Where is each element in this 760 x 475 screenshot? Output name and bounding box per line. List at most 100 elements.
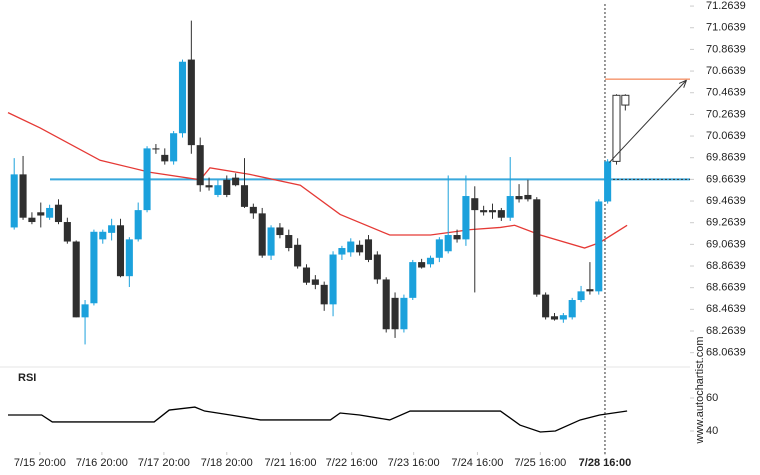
candle-body xyxy=(497,210,505,218)
candle-body xyxy=(595,201,603,292)
x-tick-label: 7/24 16:00 xyxy=(451,457,503,469)
y-tick-label: 68.4639 xyxy=(706,303,746,315)
y-tick-label: 68.2639 xyxy=(706,325,746,337)
rsi-line xyxy=(8,406,628,433)
moving-average xyxy=(7,112,628,249)
candle-body xyxy=(302,267,311,283)
y-tick-label: 69.6639 xyxy=(706,173,746,185)
candle-body xyxy=(285,235,293,249)
x-tick-label: 7/25 16:00 xyxy=(514,457,566,469)
candle-body xyxy=(550,316,559,320)
candle-body xyxy=(373,254,381,280)
x-tick-label: 7/28 16:00 xyxy=(579,457,632,469)
candle-body xyxy=(125,239,133,277)
candle-body xyxy=(391,297,399,330)
candle-body xyxy=(559,315,567,320)
x-tick-label: 7/17 20:00 xyxy=(138,457,190,469)
candle-body xyxy=(621,94,630,106)
y-tick-label: 70.8639 xyxy=(706,43,746,55)
rsi-label: RSI xyxy=(18,372,36,384)
candle-body xyxy=(116,225,125,277)
y-tick-label: 69.2639 xyxy=(706,217,746,229)
candle-body xyxy=(356,244,364,253)
candle-body xyxy=(347,241,355,253)
projection-arrow xyxy=(609,79,687,163)
candle-body xyxy=(81,304,89,318)
x-tick-label: 7/21 16:00 xyxy=(265,457,317,469)
x-tick-label: 7/22 16:00 xyxy=(326,457,378,469)
candle-body xyxy=(444,235,452,252)
candle-body xyxy=(568,300,576,318)
candle-body xyxy=(19,174,27,218)
candle-body xyxy=(462,196,470,240)
candle-body xyxy=(214,185,222,195)
candle-body xyxy=(453,235,461,240)
candle-body xyxy=(223,179,231,195)
candle-body xyxy=(196,145,204,186)
y-tick-label: 71.0639 xyxy=(706,22,746,34)
candle-body xyxy=(54,204,63,223)
y-tick-label: 69.4639 xyxy=(706,195,746,207)
candle-body xyxy=(435,239,443,258)
candle-body xyxy=(364,239,373,260)
candle-body xyxy=(311,279,319,285)
candle-body xyxy=(294,244,302,267)
candle-body xyxy=(46,207,54,218)
candle-body xyxy=(338,248,346,255)
candle-body xyxy=(426,257,435,265)
candle-body xyxy=(72,241,80,318)
candle-body xyxy=(240,185,249,207)
candle-body xyxy=(178,61,187,134)
candle-body xyxy=(320,284,328,305)
y-tick-label: 70.6639 xyxy=(706,65,746,77)
candle-body xyxy=(10,174,18,228)
x-tick-label: 7/15 20:00 xyxy=(14,457,66,469)
rsi-y-tick-label: 60 xyxy=(706,392,718,404)
arrow-head xyxy=(678,79,687,88)
watermark: www.autochartist.com xyxy=(694,337,706,445)
candle-body xyxy=(170,133,178,162)
candle-body xyxy=(471,198,479,211)
candle-body xyxy=(515,196,523,200)
y-tick-label: 71.2639 xyxy=(706,0,746,12)
candle-body xyxy=(577,291,585,301)
candle-body xyxy=(187,59,195,146)
candle-body xyxy=(542,294,550,318)
x-tick-label: 7/18 20:00 xyxy=(201,457,253,469)
candle-body xyxy=(480,210,488,213)
candle-body xyxy=(276,227,284,236)
candle-body xyxy=(604,161,612,202)
candle-body xyxy=(232,177,240,186)
y-tick-label: 69.0639 xyxy=(706,238,746,250)
candle-body xyxy=(400,297,408,330)
y-tick-label: 70.2639 xyxy=(706,108,746,120)
candle-body xyxy=(329,254,337,305)
y-tick-label: 68.8639 xyxy=(706,260,746,272)
candle-body xyxy=(90,231,98,304)
y-tick-label: 68.6639 xyxy=(706,282,746,294)
y-tick-label: 69.8639 xyxy=(706,152,746,164)
candle-body xyxy=(258,213,266,256)
x-tick-label: 7/23 16:00 xyxy=(388,457,440,469)
y-tick-label: 70.4639 xyxy=(706,87,746,99)
candle-body xyxy=(267,227,275,256)
x-tick-label: 7/16 20:00 xyxy=(76,457,128,469)
y-tick-label: 68.0639 xyxy=(706,347,746,359)
candle-body xyxy=(99,231,107,240)
candle-body xyxy=(382,279,390,330)
candle-body xyxy=(612,94,621,162)
candle-body xyxy=(134,210,142,240)
candle-body xyxy=(152,148,160,150)
candle-body xyxy=(63,222,71,242)
candle-body xyxy=(586,289,594,292)
rsi-y-tick-label: 40 xyxy=(706,425,718,437)
candle-body xyxy=(249,206,257,214)
candle-body xyxy=(524,194,532,200)
candle-body xyxy=(418,262,426,268)
candle-body xyxy=(28,217,36,223)
candle-body xyxy=(205,185,213,188)
y-tick-label: 70.0639 xyxy=(706,130,746,142)
candle-body xyxy=(506,196,514,218)
